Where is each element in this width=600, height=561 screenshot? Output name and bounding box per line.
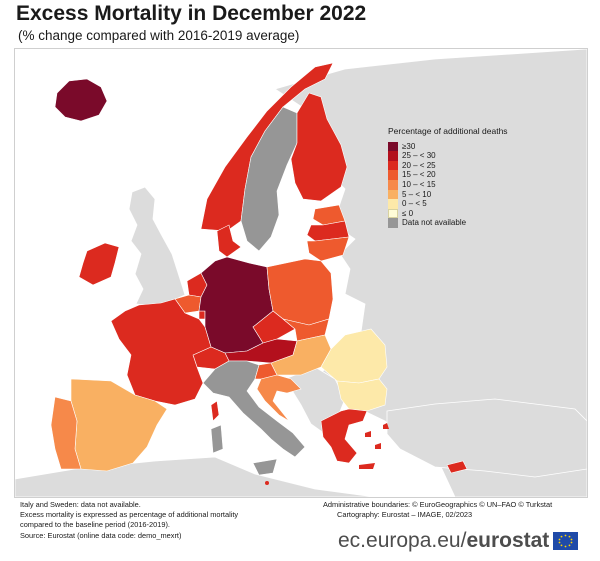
legend-item: ≥30 [388,141,508,152]
country-lithuania [306,236,350,262]
legend-label: Data not available [402,218,467,228]
legend-label: 15 – < 20 [402,170,436,180]
country-sweden [240,106,298,252]
legend-label: 0 – < 5 [402,199,427,209]
country-portugal [50,396,82,470]
legend-swatch [388,151,398,161]
uk-land [128,186,186,307]
legend-item: 25 – < 30 [388,151,508,161]
country-iceland [54,78,108,122]
legend-item: 0 – < 5 [388,199,508,209]
legend-label: 10 – < 15 [402,179,436,189]
footnotes: Italy and Sweden: data not available. Ex… [20,500,238,541]
country-sicily [252,458,278,476]
legend-item: 15 – < 20 [388,170,508,180]
eu-flag-icon [553,532,579,550]
footnote-source: Source: Eurostat (online data code: demo… [20,530,182,540]
country-greek-islands [359,423,389,469]
turkey-land [386,398,587,478]
country-cyprus [446,460,468,474]
map-legend: Percentage of additional deaths ≥30 25 –… [388,126,508,228]
legend-label: 25 – < 30 [402,151,436,161]
legend-swatch [388,160,398,171]
footnote-definition-2: compared to the baseline period (2016-20… [20,520,170,530]
map-frame [14,48,588,498]
country-bulgaria [336,378,388,412]
legend-label: 20 – < 25 [402,160,436,170]
legend-swatch [388,189,398,200]
country-luxembourg [198,310,206,320]
footnote-no-data: Italy and Sweden: data not available. [20,500,141,509]
country-croatia [256,374,302,422]
legend-label: 5 – < 10 [402,189,432,199]
legend-swatch [388,199,398,209]
country-france [110,298,212,406]
legend-item: Data not available [388,218,508,228]
country-greece [320,408,368,464]
credit-cartography: Cartography: Eurostat – IMAGE, 02/2023 [337,510,473,520]
legend-item: 5 – < 10 [388,189,508,200]
country-ireland [78,242,120,286]
credit-boundaries: Administrative boundaries: © EuroGeograp… [323,500,553,509]
legend-swatch [388,170,398,180]
legend-item: 20 – < 25 [388,160,508,171]
legend-swatch [388,208,398,219]
eurostat-brand: ec.europa.eu/eurostat [338,527,579,555]
brand-name: eurostat [466,529,550,552]
brand-url: ec.europa.eu/ [338,529,467,552]
legend-swatch [388,141,398,152]
map-title: Excess Mortality in December 2022 [16,2,367,25]
europe-map [15,49,587,497]
country-sardinia [210,424,224,454]
credits: Administrative boundaries: © EuroGeograp… [323,500,552,520]
legend-swatch [388,179,398,190]
country-denmark [216,224,242,258]
legend-item: ≤ 0 [388,208,508,219]
country-italy [202,360,306,458]
legend-title: Percentage of additional deaths [388,126,508,136]
map-subtitle: (% change compared with 2016-2019 averag… [18,28,300,43]
country-finland [290,92,348,202]
legend-label: ≥30 [402,141,416,151]
country-corsica [210,400,220,422]
legend-swatch [388,218,398,228]
legend-item: 10 – < 15 [388,179,508,190]
country-malta [265,481,269,485]
footnote-definition-1: Excess mortality is expressed as percent… [20,510,239,520]
country-romania [320,328,388,384]
legend-label: ≤ 0 [402,208,414,218]
